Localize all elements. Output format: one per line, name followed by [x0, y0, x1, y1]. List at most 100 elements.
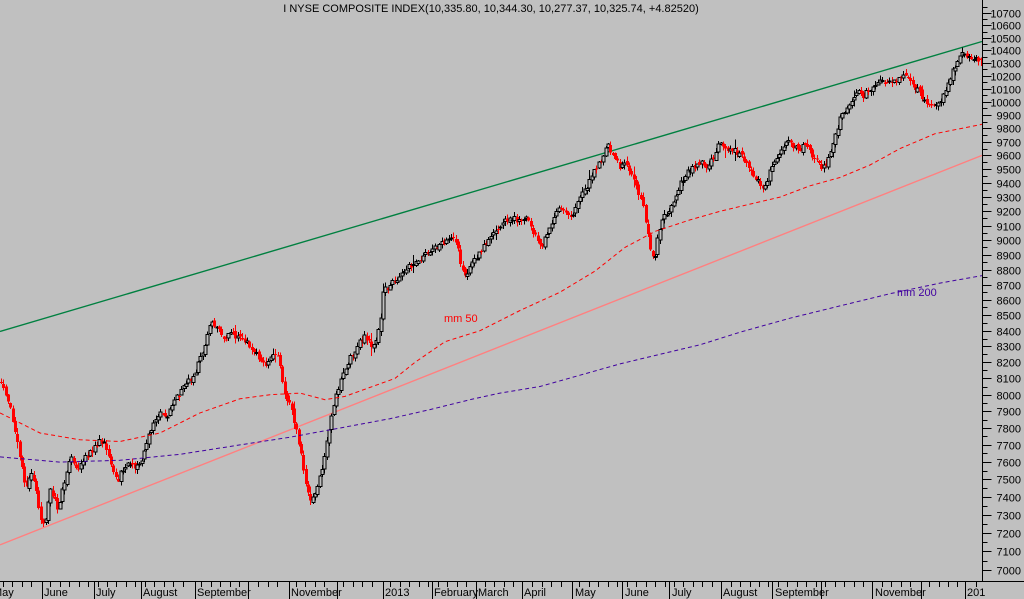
candle-up: [423, 251, 428, 255]
candle-down: [178, 395, 181, 397]
candle-down: [743, 156, 746, 162]
candle-down: [279, 355, 282, 367]
candle-down: [614, 153, 617, 159]
candle-down: [480, 251, 483, 252]
candle-up: [955, 61, 960, 67]
candle-up: [585, 188, 590, 192]
candle-up: [383, 286, 388, 293]
candle-down: [87, 456, 90, 458]
candle-up: [498, 226, 503, 229]
candle-up: [29, 473, 34, 481]
candle-down: [497, 229, 500, 230]
candle-down: [813, 158, 816, 159]
candle-up: [320, 469, 325, 476]
candle-down: [232, 332, 235, 334]
y-axis-label: 10400: [990, 46, 1021, 58]
candle-down: [370, 341, 373, 348]
candle-up: [179, 389, 184, 396]
candle-up: [119, 470, 124, 483]
candle-down: [117, 479, 120, 482]
candle-up: [203, 345, 208, 355]
candle-up: [266, 360, 271, 366]
candle-down: [750, 169, 753, 172]
candle-down: [921, 89, 924, 99]
candle-down: [223, 336, 226, 339]
x-axis[interactable]: May June July August September November 2013 Fe…: [0, 581, 1024, 599]
candle-up: [941, 93, 946, 104]
candle-down: [262, 360, 265, 363]
candle-up: [172, 399, 177, 406]
candle-down: [298, 429, 301, 445]
candle-up: [840, 113, 845, 119]
y-axis-label: 8700: [997, 281, 1021, 293]
candle-up: [226, 333, 231, 339]
x-axis-label: March: [478, 587, 509, 599]
candle-up: [271, 353, 276, 360]
x-axis-label: 2013: [385, 587, 409, 599]
candle-up: [850, 101, 855, 106]
candle-up: [208, 325, 213, 334]
candle-down: [867, 90, 870, 93]
candle-down: [112, 465, 115, 473]
candle-down: [164, 413, 167, 417]
candle-up: [543, 236, 548, 248]
y-axis-label: 9600: [997, 151, 1021, 163]
candle-down: [12, 408, 15, 423]
y-axis-label: 10100: [990, 85, 1021, 97]
candle-up: [346, 364, 351, 369]
y-axis-label: 9500: [997, 165, 1021, 177]
candle-down: [532, 228, 535, 235]
y-axis-label: 8800: [997, 266, 1021, 278]
candle-down: [110, 456, 113, 465]
candle-up: [144, 443, 149, 451]
candle-down: [886, 82, 889, 84]
candle-down: [909, 77, 912, 81]
candle-down: [640, 194, 643, 199]
candle-up: [348, 355, 353, 365]
candle-down: [645, 205, 648, 223]
candle-down: [253, 348, 256, 352]
candle-down: [21, 457, 24, 467]
candle-down: [928, 104, 931, 106]
candle-up: [430, 248, 435, 252]
x-axis-label: 201: [967, 587, 985, 599]
candle-down: [284, 381, 287, 395]
candle-down: [281, 366, 284, 383]
candle-up: [475, 258, 480, 261]
candle-up: [674, 195, 679, 201]
y-axis-label: 8100: [997, 374, 1021, 386]
candle-up: [672, 201, 677, 207]
candle-down: [565, 210, 568, 213]
candle-up: [421, 255, 426, 262]
candle-up: [372, 343, 377, 349]
y-axis[interactable]: 7000 7100 7200 7300 7400 7500 7600 7700 7800 7900…: [982, 0, 1022, 582]
candle-down: [633, 174, 636, 180]
candle-up: [901, 74, 906, 79]
candle-up: [318, 475, 323, 488]
candle-down: [912, 79, 915, 85]
candle-up: [571, 214, 576, 217]
candle-up: [186, 378, 191, 384]
candle-up: [655, 237, 660, 256]
candle-up: [355, 346, 360, 355]
candle-down: [23, 466, 26, 483]
candle-down: [462, 265, 465, 271]
candle-down: [612, 153, 615, 155]
candle-up: [545, 234, 550, 239]
candle-down: [905, 73, 908, 76]
candle-down: [860, 90, 863, 94]
candle-up: [135, 464, 140, 471]
candle-down: [260, 357, 263, 362]
candle-down: [895, 81, 898, 83]
x-axis-label: May: [575, 587, 596, 599]
candle-up: [880, 79, 885, 83]
candle-down: [309, 494, 312, 501]
x-axis-label: June: [625, 587, 649, 599]
y-axis-label: 9400: [997, 179, 1021, 191]
y-axis-label: 7200: [997, 529, 1021, 541]
candle-up: [547, 227, 552, 234]
candle-up: [887, 80, 892, 83]
x-axis-label: July: [672, 587, 692, 599]
